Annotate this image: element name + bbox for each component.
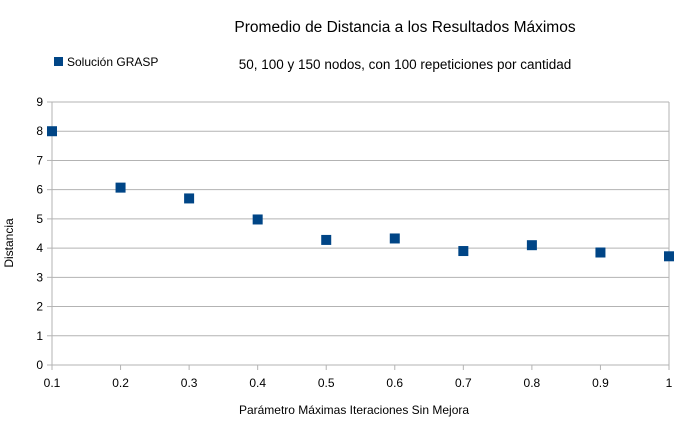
x-tick-label-0: 0.1 — [44, 376, 61, 390]
data-point-0-5 — [389, 233, 400, 244]
data-point-0-7 — [526, 240, 537, 251]
y-tick-label-4: 4 — [36, 241, 43, 255]
chart-subtitle: 50, 100 y 150 nodos, con 100 repeticione… — [239, 57, 572, 72]
x-tick-labels: 0.1 0.2 0.3 0.4 0.5 0.6 0.7 0.8 0.9 1 — [44, 365, 673, 390]
data-point-0-2 — [184, 193, 195, 204]
x-tick-label-1: 0.2 — [112, 376, 129, 390]
data-point-0-4 — [321, 234, 332, 245]
x-tick-label-2: 0.3 — [181, 376, 198, 390]
x-tick-label-3: 0.4 — [249, 376, 266, 390]
x-tick-label-9: 1 — [666, 376, 673, 390]
data-point-0-0 — [47, 126, 57, 137]
y-tick-label-8: 8 — [36, 124, 43, 138]
data-point-0-9 — [664, 251, 674, 262]
x-tick-label-5: 0.6 — [386, 376, 403, 390]
y-tick-label-5: 5 — [36, 212, 43, 226]
y-tick-label-7: 7 — [36, 153, 43, 167]
y-tick-label-0: 0 — [36, 358, 43, 372]
y-tick-label-6: 6 — [36, 183, 43, 197]
x-axis-label: Parámetro Máximas Iteraciones Sin Mejora — [239, 403, 469, 417]
legend-swatch — [54, 57, 63, 66]
y-tick-labels: 0 1 2 3 4 5 6 7 8 9 — [36, 95, 43, 372]
y-tick-label-2: 2 — [36, 300, 43, 314]
axes — [51, 102, 670, 366]
y-tick-label-3: 3 — [36, 270, 43, 284]
x-tick-label-4: 0.5 — [318, 376, 335, 390]
data-point-0-6 — [458, 246, 469, 257]
x-tick-label-6: 0.7 — [455, 376, 472, 390]
y-tick-label-9: 9 — [36, 95, 43, 109]
y-tick-label-1: 1 — [36, 329, 43, 343]
x-tick-label-7: 0.8 — [524, 376, 541, 390]
x-tick-label-8: 0.9 — [592, 376, 609, 390]
legend-label: Solución GRASP — [67, 55, 158, 69]
data-point-0-1 — [115, 182, 126, 193]
legend: Solución GRASP — [54, 55, 158, 69]
data-point-0-8 — [595, 247, 606, 258]
y-axis-label: Distancia — [2, 218, 16, 268]
chart-title: Promedio de Distancia a los Resultados M… — [234, 19, 575, 36]
data-points — [47, 126, 674, 262]
data-point-0-3 — [252, 214, 263, 225]
gridlines — [47, 101, 669, 366]
